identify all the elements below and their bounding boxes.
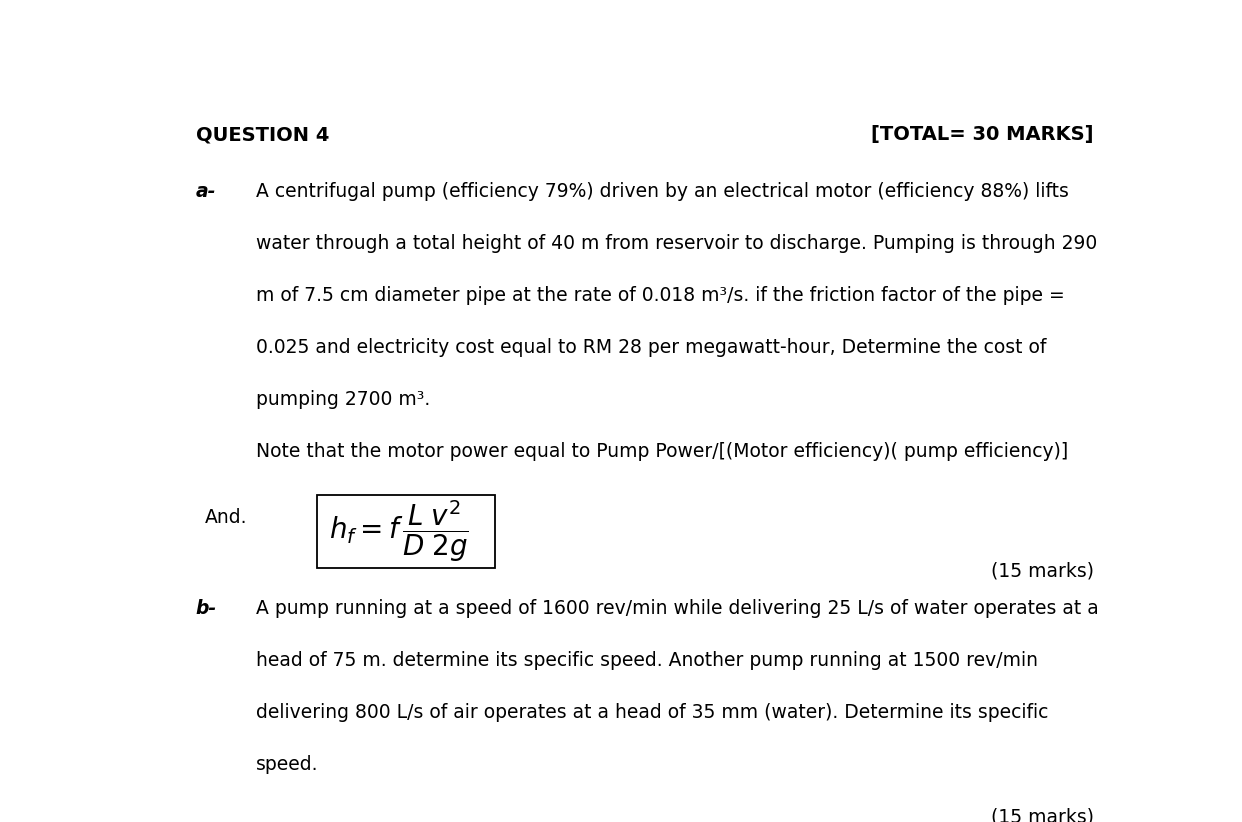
Text: (15 marks): (15 marks) bbox=[991, 561, 1094, 580]
Text: m of 7.5 cm diameter pipe at the rate of 0.018 m³/s. if the friction factor of t: m of 7.5 cm diameter pipe at the rate of… bbox=[256, 286, 1066, 305]
Text: b-: b- bbox=[196, 599, 217, 618]
Bar bbox=[317, 495, 496, 568]
Text: QUESTION 4: QUESTION 4 bbox=[196, 125, 329, 144]
Text: water through a total height of 40 m from reservoir to discharge. Pumping is thr: water through a total height of 40 m fro… bbox=[256, 234, 1098, 253]
Text: delivering 800 L/s of air operates at a head of 35 mm (water). Determine its spe: delivering 800 L/s of air operates at a … bbox=[256, 704, 1048, 723]
Text: [TOTAL= 30 MARKS]: [TOTAL= 30 MARKS] bbox=[871, 125, 1094, 144]
Text: A pump running at a speed of 1600 rev/min while delivering 25 L/s of water opera: A pump running at a speed of 1600 rev/mi… bbox=[256, 599, 1099, 618]
Text: a-: a- bbox=[196, 182, 216, 201]
Text: speed.: speed. bbox=[256, 755, 319, 774]
Text: (15 marks): (15 marks) bbox=[991, 807, 1094, 822]
Text: And.: And. bbox=[205, 508, 248, 527]
Text: head of 75 m. determine its specific speed. Another pump running at 1500 rev/min: head of 75 m. determine its specific spe… bbox=[256, 651, 1038, 671]
Text: pumping 2700 m³.: pumping 2700 m³. bbox=[256, 390, 431, 409]
Text: A centrifugal pump (efficiency 79%) driven by an electrical motor (efficiency 88: A centrifugal pump (efficiency 79%) driv… bbox=[256, 182, 1069, 201]
Text: 0.025 and electricity cost equal to RM 28 per megawatt-hour, Determine the cost : 0.025 and electricity cost equal to RM 2… bbox=[256, 338, 1047, 357]
Text: Note that the motor power equal to Pump Power/[(Motor efficiency)( pump efficien: Note that the motor power equal to Pump … bbox=[256, 441, 1068, 460]
Text: $h_f = f\,\dfrac{L\;v^2}{D\;2g}$: $h_f = f\,\dfrac{L\;v^2}{D\;2g}$ bbox=[328, 498, 468, 564]
